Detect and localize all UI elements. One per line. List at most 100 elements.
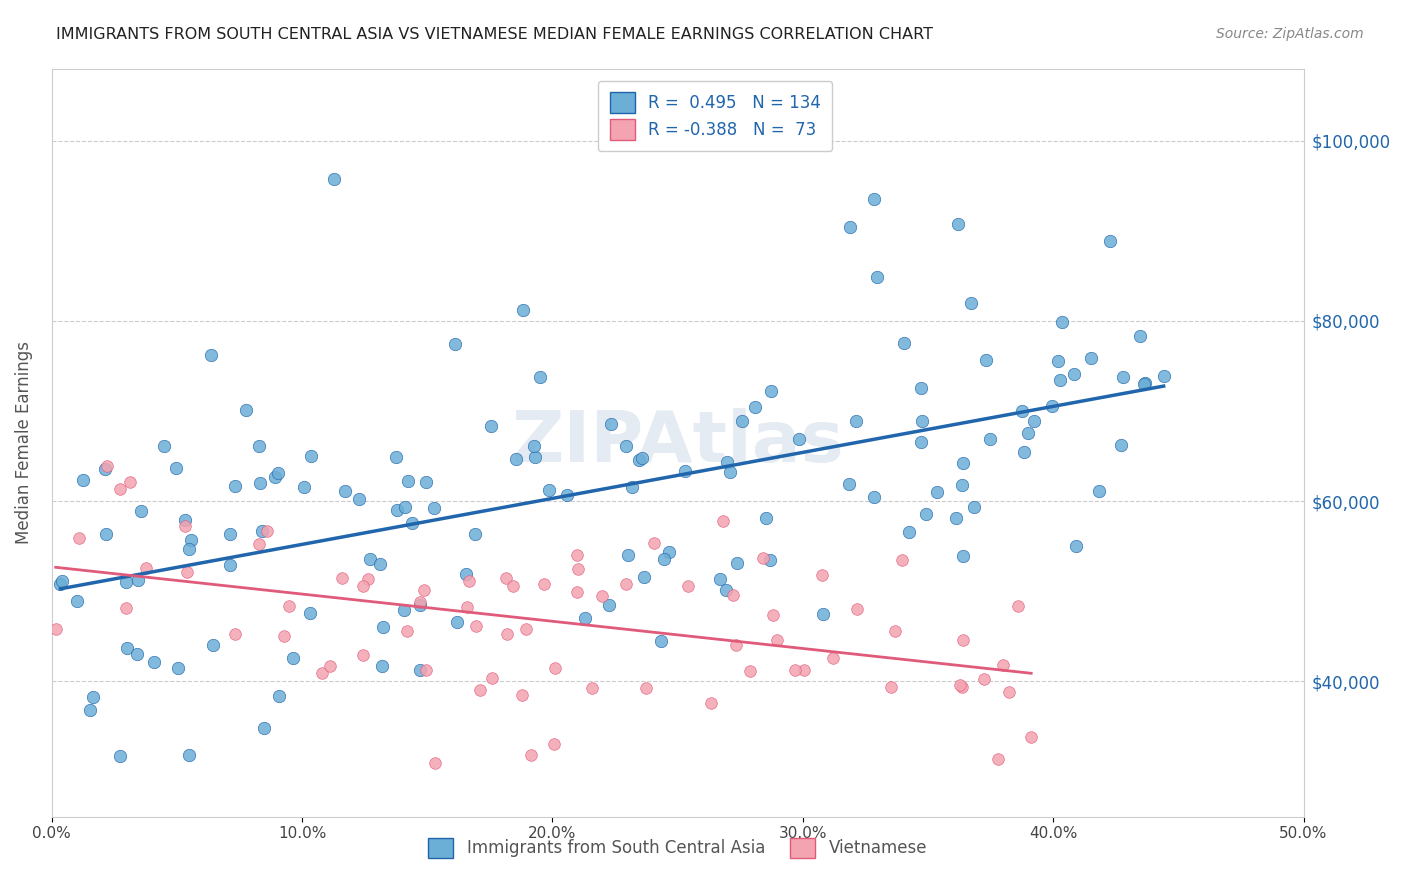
Point bbox=[1133, 376, 1156, 390]
Point bbox=[823, 651, 845, 665]
Point bbox=[946, 217, 969, 231]
Point bbox=[281, 651, 304, 665]
Point bbox=[523, 450, 546, 464]
Point bbox=[813, 607, 835, 621]
Point bbox=[173, 513, 195, 527]
Point bbox=[617, 549, 640, 563]
Point bbox=[1080, 351, 1102, 366]
Point bbox=[658, 544, 681, 558]
Point bbox=[96, 526, 118, 541]
Point bbox=[711, 515, 734, 529]
Point bbox=[349, 491, 371, 506]
Point bbox=[114, 574, 136, 589]
Point bbox=[883, 624, 905, 639]
Point bbox=[963, 500, 986, 515]
Point bbox=[950, 478, 973, 492]
Point bbox=[292, 480, 315, 494]
Point bbox=[82, 690, 104, 704]
Point bbox=[72, 473, 94, 487]
Point bbox=[974, 352, 997, 367]
Point bbox=[910, 434, 932, 449]
Point bbox=[636, 681, 658, 695]
Point bbox=[352, 579, 374, 593]
Point bbox=[890, 553, 912, 567]
Point bbox=[952, 549, 974, 563]
Point bbox=[174, 519, 197, 533]
Point bbox=[839, 220, 862, 235]
Point bbox=[614, 439, 637, 453]
Point bbox=[135, 560, 157, 574]
Point bbox=[565, 584, 588, 599]
Point bbox=[643, 536, 665, 550]
Point bbox=[952, 633, 974, 648]
Point bbox=[520, 747, 543, 762]
Point bbox=[512, 302, 534, 317]
Point bbox=[863, 490, 886, 504]
Point bbox=[401, 516, 423, 530]
Point bbox=[949, 678, 972, 692]
Point bbox=[311, 666, 333, 681]
Point bbox=[200, 349, 222, 363]
Point bbox=[495, 626, 517, 640]
Point bbox=[979, 433, 1001, 447]
Point bbox=[945, 511, 967, 525]
Point bbox=[752, 550, 775, 565]
Point bbox=[676, 579, 699, 593]
Point bbox=[470, 683, 492, 698]
Point bbox=[510, 688, 533, 702]
Point bbox=[987, 751, 1010, 765]
Point bbox=[567, 562, 589, 576]
Point bbox=[129, 504, 152, 518]
Point bbox=[266, 466, 288, 480]
Point bbox=[716, 455, 738, 469]
Point bbox=[838, 476, 860, 491]
Point bbox=[910, 381, 932, 395]
Point bbox=[224, 479, 246, 493]
Point bbox=[273, 629, 295, 643]
Point bbox=[51, 574, 73, 588]
Point bbox=[1046, 353, 1069, 368]
Point bbox=[997, 685, 1019, 699]
Point bbox=[673, 464, 696, 478]
Point bbox=[176, 566, 198, 580]
Point bbox=[415, 475, 437, 490]
Point bbox=[565, 548, 588, 562]
Point bbox=[464, 527, 486, 541]
Point bbox=[598, 598, 620, 612]
Point bbox=[650, 633, 672, 648]
Point bbox=[537, 483, 560, 497]
Point bbox=[993, 658, 1015, 673]
Point bbox=[330, 571, 353, 585]
Point bbox=[787, 432, 810, 446]
Point bbox=[117, 641, 139, 656]
Point bbox=[1014, 444, 1036, 458]
Text: ZIPAtlas: ZIPAtlas bbox=[512, 408, 844, 477]
Point bbox=[394, 500, 416, 514]
Point bbox=[1011, 403, 1033, 417]
Point bbox=[446, 615, 468, 630]
Point bbox=[165, 461, 187, 475]
Point bbox=[352, 648, 374, 662]
Point bbox=[1040, 399, 1063, 413]
Point bbox=[267, 689, 290, 703]
Point bbox=[731, 414, 754, 428]
Point bbox=[880, 681, 903, 695]
Point bbox=[591, 589, 613, 603]
Point bbox=[253, 721, 276, 735]
Point bbox=[409, 598, 432, 612]
Point bbox=[177, 748, 200, 763]
Point bbox=[201, 638, 224, 652]
Point bbox=[423, 501, 446, 516]
Point bbox=[1017, 425, 1039, 440]
Point bbox=[755, 510, 778, 524]
Point bbox=[94, 462, 117, 476]
Point bbox=[523, 438, 546, 452]
Point bbox=[544, 660, 567, 674]
Point bbox=[555, 488, 578, 502]
Point bbox=[396, 475, 419, 489]
Point bbox=[1099, 235, 1122, 249]
Point bbox=[502, 579, 524, 593]
Point bbox=[409, 663, 432, 677]
Point bbox=[395, 624, 418, 639]
Point bbox=[96, 458, 118, 473]
